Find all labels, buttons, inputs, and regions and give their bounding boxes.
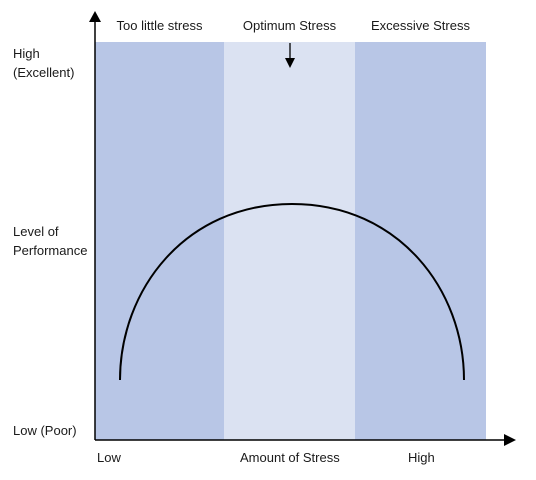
optimum-arrowhead-icon	[285, 58, 295, 68]
zone-label-excessive: Excessive Stress	[371, 18, 470, 33]
zone-too-little-stress	[95, 42, 224, 440]
y-axis-title-line2: Performance	[13, 243, 88, 258]
y-axis-high-label: High	[13, 46, 40, 61]
x-axis-title: Amount of Stress	[240, 450, 340, 465]
performance-curve	[119, 202, 465, 381]
zone-label-optimum: Optimum Stress	[242, 18, 337, 33]
zone-optimum-stress	[224, 42, 355, 440]
zone-label-too-little: Too little stress	[116, 18, 203, 33]
y-axis-title-line1: Level of	[13, 224, 59, 239]
x-axis-low-label: Low	[97, 450, 121, 465]
y-axis-low-label: Low (Poor)	[13, 423, 77, 438]
x-axis-high-label: High	[408, 450, 435, 465]
y-axis-arrowhead-icon	[89, 11, 101, 22]
x-axis-arrowhead-icon	[504, 434, 516, 446]
zone-excessive-stress	[355, 42, 486, 440]
y-axis-high-sub-label: (Excellent)	[13, 65, 75, 80]
